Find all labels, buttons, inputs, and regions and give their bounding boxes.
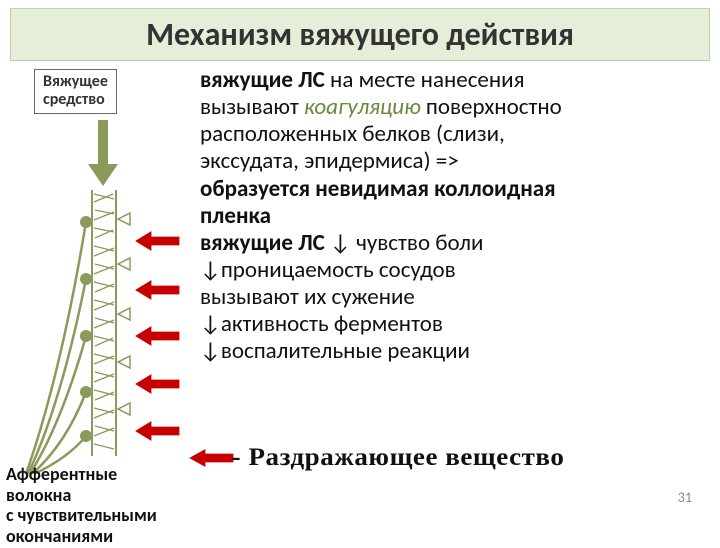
t-l7a: вяжущие ЛС	[200, 229, 325, 257]
title-bar: Механизм вяжущего действия	[10, 8, 710, 61]
body-text: вяжущие ЛС на месте нанесения вызывают к…	[200, 67, 714, 365]
t-l11: ↓воспалительные реакции	[200, 337, 470, 365]
agent-label-l2: средство	[43, 90, 105, 109]
t-l1b: на месте нанесения	[325, 66, 525, 94]
t-l2c: поверхностно	[421, 93, 562, 121]
t-l3: расположенных белков (слизи,	[200, 120, 505, 148]
red-arrow-3	[134, 323, 182, 349]
agent-label-l1: Вяжущее	[43, 72, 108, 91]
aff-l4: окончаниями	[6, 525, 113, 547]
diagram-column: Вяжущее средство	[6, 65, 196, 474]
t-l5: образуется невидимая коллоидная	[200, 175, 556, 203]
t-l8: ↓проницаемость сосудов	[200, 256, 456, 284]
red-arrow-5	[134, 418, 182, 444]
red-arrow-4	[134, 371, 182, 397]
aff-l1: Афферентные	[6, 463, 117, 485]
aff-l3: с чувствительными	[6, 504, 157, 526]
t-l7b: ↓ чувство боли	[325, 229, 484, 257]
page-number: 31	[678, 489, 692, 506]
irritant-row: - Раздражающее вещество	[188, 444, 552, 472]
t-l1a: вяжущие ЛС	[200, 66, 325, 94]
t-l2b: коагуляцию	[304, 93, 421, 121]
aff-l2: волокна	[6, 484, 71, 506]
t-l10: ↓активность ферментов	[200, 310, 443, 338]
red-arrow-1	[134, 228, 182, 254]
t-l9: вызывают их сужение	[200, 283, 415, 311]
text-column: вяжущие ЛС на месте нанесения вызывают к…	[196, 65, 714, 474]
red-arrow-irritant	[188, 446, 236, 470]
red-arrow-2	[134, 277, 182, 303]
t-l6: пленка	[200, 202, 271, 230]
t-l2a: вызывают	[200, 93, 304, 121]
agent-label-box: Вяжущее средство	[34, 69, 117, 114]
t-l4: экссудата, эпидермиса) =>	[200, 147, 459, 175]
page-title: Механизм вяжущего действия	[21, 15, 699, 54]
content-area: Вяжущее средство	[0, 65, 720, 474]
afferent-label: Афферентные волокна с чувствительными ок…	[6, 464, 157, 547]
irritant-label: - Раздражающее вещество	[232, 444, 565, 472]
